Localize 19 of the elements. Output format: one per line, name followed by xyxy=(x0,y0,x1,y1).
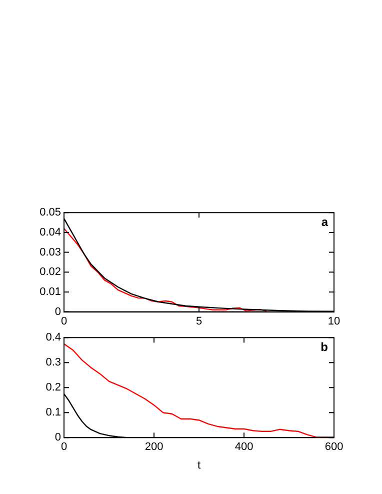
y-tick-label: 0.2 xyxy=(46,382,61,394)
annotation: a xyxy=(321,214,328,229)
x-tick-label: 200 xyxy=(144,441,164,454)
y-tick-label: 0.03 xyxy=(40,246,61,258)
x-tick-label: 10 xyxy=(328,315,340,328)
y-tick-label: 0.05 xyxy=(40,206,61,219)
x-axis-title: t xyxy=(197,459,201,472)
annotation: b xyxy=(320,340,328,354)
y-tick-label: 0.1 xyxy=(46,406,61,419)
y-tick-label: 0.02 xyxy=(40,266,61,278)
x-tick-label: 400 xyxy=(234,441,254,454)
x-tick-label: 600 xyxy=(324,441,344,454)
x-tick-label: 5 xyxy=(196,315,202,328)
y-tick-label: 0.4 xyxy=(46,332,61,344)
y-tick-label: 0.04 xyxy=(40,226,61,238)
y-tick-label: 0 xyxy=(54,432,61,444)
y-tick-label: 0 xyxy=(54,306,61,318)
y-tick-label: 0.01 xyxy=(40,286,61,298)
y-tick-label: 0.3 xyxy=(46,356,61,369)
